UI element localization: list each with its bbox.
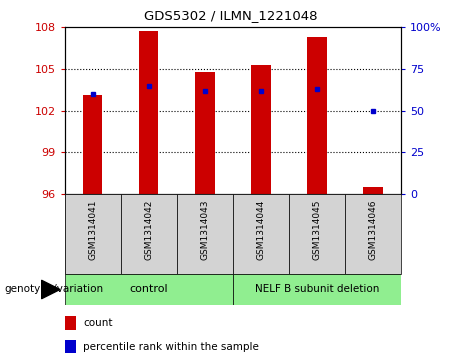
Bar: [177, 194, 233, 274]
Text: GSM1314043: GSM1314043: [200, 200, 209, 260]
Text: count: count: [83, 318, 112, 328]
Text: GDS5302 / ILMN_1221048: GDS5302 / ILMN_1221048: [144, 9, 317, 22]
Bar: [251, 65, 271, 194]
Bar: [65, 317, 77, 330]
Bar: [65, 274, 233, 305]
Bar: [233, 274, 401, 305]
Bar: [195, 72, 214, 194]
Text: GSM1314041: GSM1314041: [88, 200, 97, 260]
Text: percentile rank within the sample: percentile rank within the sample: [83, 342, 259, 352]
Text: GSM1314042: GSM1314042: [144, 200, 153, 260]
Text: control: control: [130, 285, 168, 294]
Bar: [121, 194, 177, 274]
Bar: [289, 194, 345, 274]
Bar: [363, 187, 383, 194]
Text: GSM1314046: GSM1314046: [368, 200, 378, 260]
Text: genotype/variation: genotype/variation: [5, 285, 104, 294]
Polygon shape: [41, 280, 60, 299]
Bar: [65, 340, 77, 353]
Text: GSM1314045: GSM1314045: [313, 200, 321, 260]
Text: GSM1314044: GSM1314044: [256, 200, 266, 260]
Bar: [233, 194, 289, 274]
Bar: [345, 194, 401, 274]
Bar: [83, 95, 102, 194]
Bar: [139, 31, 159, 194]
Bar: [307, 37, 327, 194]
Bar: [65, 194, 121, 274]
Text: NELF B subunit deletion: NELF B subunit deletion: [255, 285, 379, 294]
